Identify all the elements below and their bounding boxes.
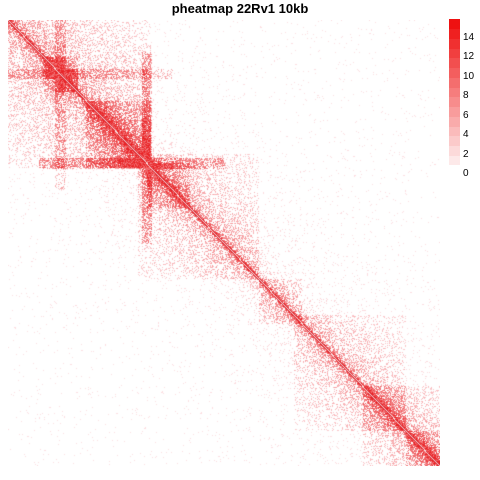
legend-color-step xyxy=(449,96,460,108)
legend-color-step xyxy=(449,19,460,30)
legend-color-step xyxy=(449,28,460,39)
legend-tick-label: 4 xyxy=(463,129,469,141)
legend-color-step xyxy=(449,135,460,147)
legend-tick-label: 8 xyxy=(463,90,469,102)
legend-color-bar xyxy=(449,19,460,165)
legend-tick-label: 10 xyxy=(463,70,475,82)
legend-color-step xyxy=(449,57,460,69)
legend-color-step xyxy=(449,145,460,156)
legend-color-step xyxy=(449,116,460,127)
legend-color-step xyxy=(449,67,460,78)
legend-tick-label: 12 xyxy=(463,51,475,63)
legend-tick-label: 2 xyxy=(463,148,469,160)
legend-color-step xyxy=(449,48,460,59)
legend-color-step xyxy=(449,155,460,165)
legend-color-step xyxy=(449,106,460,117)
legend-tick-label: 14 xyxy=(463,31,475,43)
legend-tick-label: 0 xyxy=(463,168,469,179)
legend-color-step xyxy=(449,87,460,98)
chart-title: pheatmap 22Rv1 10kb xyxy=(171,1,309,16)
color-legend: 0 2 4 6 8 10 12 14 xyxy=(449,19,479,179)
legend-color-step xyxy=(449,126,460,137)
legend-color-step xyxy=(449,77,460,88)
legend-tick-label: 6 xyxy=(463,109,469,121)
heatmap-matrix xyxy=(8,20,440,466)
legend-color-step xyxy=(449,38,460,49)
